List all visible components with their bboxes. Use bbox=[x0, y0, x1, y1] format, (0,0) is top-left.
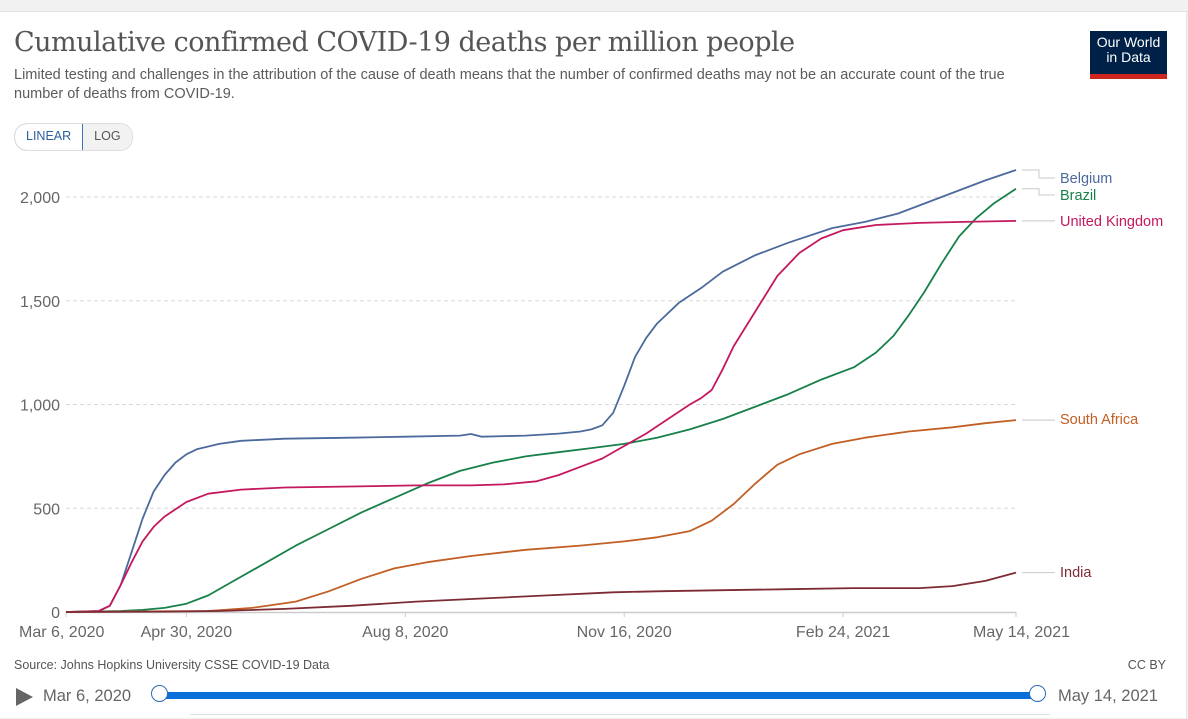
y-tick-label: 2,000 bbox=[20, 190, 60, 207]
linear-scale-button[interactable]: LINEAR bbox=[14, 124, 84, 150]
timeline-end-label: May 14, 2021 bbox=[1058, 687, 1158, 705]
timeline-start-handle[interactable] bbox=[151, 685, 168, 702]
y-tick-label: 1,000 bbox=[20, 398, 60, 415]
x-tick-label: Nov 16, 2020 bbox=[577, 624, 672, 641]
chart-card bbox=[0, 12, 1187, 718]
series-lines bbox=[65, 169, 1017, 613]
y-tick-label: 1,500 bbox=[20, 294, 60, 311]
gridlines bbox=[66, 196, 1016, 509]
chart-title: Cumulative confirmed COVID-19 deaths per… bbox=[14, 27, 795, 58]
legend-label-brazil: Brazil bbox=[1060, 188, 1096, 204]
x-tick-label: Mar 6, 2020 bbox=[19, 624, 104, 641]
x-axis: Mar 6, 2020 Apr 30, 2020 Aug 8, 2020 Nov 16… bbox=[19, 611, 1070, 641]
x-tick-label: May 14, 2021 bbox=[973, 624, 1070, 641]
timeline-track[interactable] bbox=[159, 692, 1037, 699]
timeline-end-handle[interactable] bbox=[1029, 685, 1046, 702]
legend-connector-brazil bbox=[1022, 188, 1055, 196]
legend-label-united-kingdom: United Kingdom bbox=[1060, 214, 1163, 230]
x-tick-label: Feb 24, 2021 bbox=[796, 624, 890, 641]
series-line-india bbox=[65, 571, 1017, 613]
series-line-brazil bbox=[65, 187, 1017, 613]
license-link[interactable]: CC BY bbox=[1127, 658, 1166, 672]
series-line-united-kingdom bbox=[65, 220, 1017, 613]
x-tick-label: Aug 8, 2020 bbox=[362, 624, 448, 641]
legend-label-belgium: Belgium bbox=[1060, 171, 1112, 187]
series-line-belgium bbox=[65, 169, 1017, 613]
y-axis: 0 500 1,000 1,500 2,000 bbox=[20, 190, 60, 622]
legend-connector-belgium bbox=[1022, 169, 1055, 179]
y-tick-label: 500 bbox=[33, 501, 60, 518]
owid-logo[interactable]: Our World in Data bbox=[1090, 31, 1167, 79]
browser-top-strip bbox=[0, 0, 1188, 12]
bottom-tab-strip bbox=[190, 714, 1050, 719]
scale-toggle: LINEAR LOG bbox=[14, 123, 133, 151]
logo-line-1: Our World bbox=[1096, 34, 1161, 50]
series-line-south-africa bbox=[65, 419, 1017, 613]
chart-subtitle: Limited testing and challenges in the at… bbox=[14, 67, 1005, 102]
log-scale-button[interactable]: LOG bbox=[83, 124, 132, 150]
legend-label-south-africa: South Africa bbox=[1060, 412, 1139, 428]
x-tick-label: Apr 30, 2020 bbox=[141, 624, 233, 641]
timeline: Mar 6, 2020 May 14, 2021 bbox=[14, 684, 1174, 710]
legend-label-india: India bbox=[1060, 565, 1092, 581]
source-note[interactable]: Source: Johns Hopkins University CSSE CO… bbox=[14, 658, 330, 672]
timeline-start-label: Mar 6, 2020 bbox=[43, 687, 132, 705]
line-chart: Mar 6, 2020 Apr 30, 2020 Aug 8, 2020 Nov 16… bbox=[19, 169, 1163, 641]
play-icon[interactable] bbox=[16, 688, 33, 706]
y-tick-label: 0 bbox=[51, 605, 60, 622]
logo-line-2: in Data bbox=[1106, 49, 1151, 65]
